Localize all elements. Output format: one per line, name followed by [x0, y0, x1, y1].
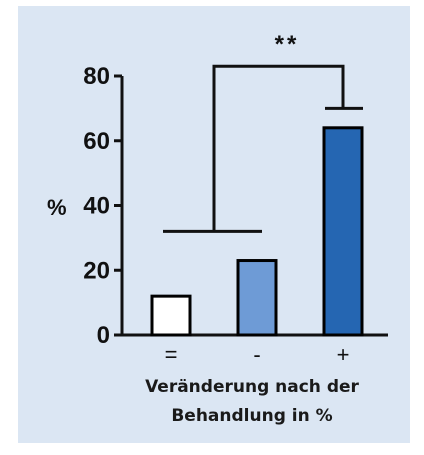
category-labels: = - +: [165, 342, 350, 367]
bar: [236, 259, 278, 337]
y-axis-label: %: [47, 195, 67, 220]
x-tick-label: +: [337, 342, 350, 367]
x-tick-label: =: [165, 342, 178, 367]
y-tick-label: 0: [97, 322, 110, 349]
y-ticks: 0 20 40 60 80: [83, 63, 122, 349]
x-axis-label-line-2: Behandlung in %: [171, 406, 332, 426]
bar: [150, 294, 192, 337]
y-tick-label: 20: [83, 257, 110, 284]
bars: [150, 126, 364, 337]
bar: [322, 126, 364, 337]
y-tick-label: 80: [83, 63, 110, 90]
significance-label: **: [275, 31, 300, 58]
y-tick-label: 60: [83, 128, 110, 155]
y-tick-label: 40: [83, 193, 110, 220]
significance-bracket: [163, 64, 363, 233]
x-axis-label-line-1: Veränderung nach der: [145, 377, 359, 397]
bracket-connector: [212, 64, 345, 232]
x-tick-label: -: [253, 342, 260, 367]
